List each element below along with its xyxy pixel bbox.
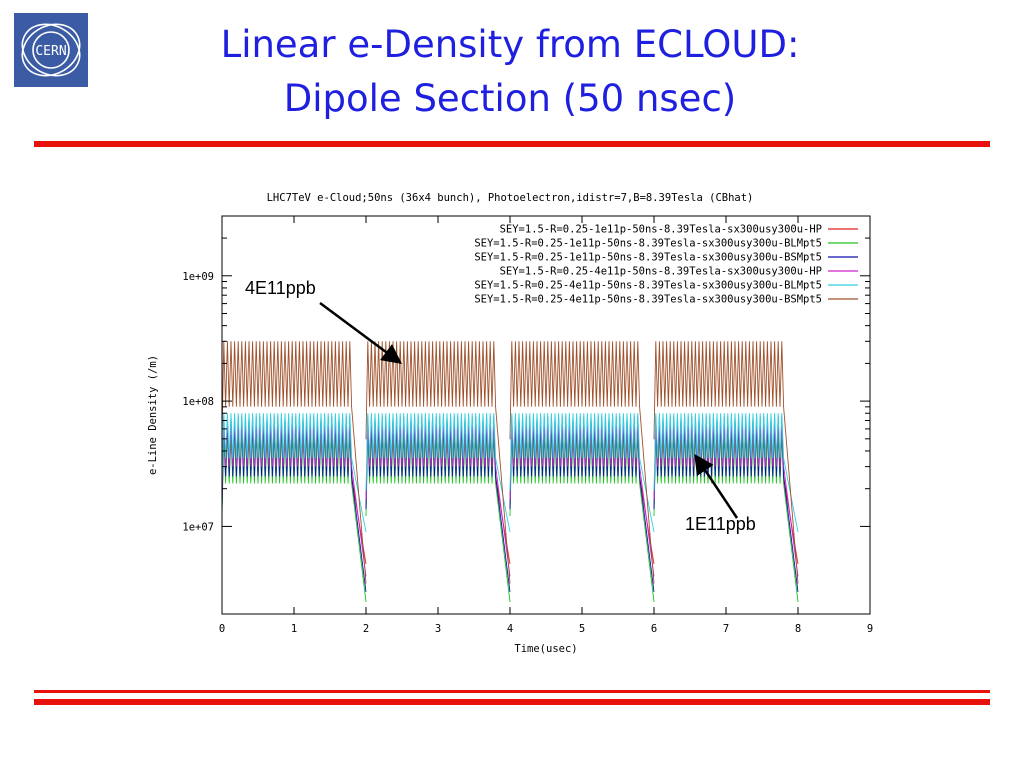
x-tick-label: 0: [219, 623, 225, 635]
x-tick-label: 2: [363, 623, 369, 635]
chart-title: LHC7TeV e-Cloud;50ns (36x4 bunch), Photo…: [267, 192, 754, 204]
slide-title: Linear e-Density from ECLOUD: Dipole Sec…: [100, 18, 920, 126]
x-axis-label: Time(usec): [514, 643, 577, 655]
title-line-2: Dipole Section (50 nsec): [283, 77, 737, 120]
legend-label-2: SEY=1.5-R=0.25-1e11p-50ns-8.39Tesla-sx30…: [474, 238, 822, 250]
legend: SEY=1.5-R=0.25-1e11p-50ns-8.39Tesla-sx30…: [474, 224, 858, 306]
title-line-1: Linear e-Density from ECLOUD:: [220, 23, 800, 66]
x-tick-label: 8: [795, 623, 801, 635]
x-tick-label: 3: [435, 623, 441, 635]
y-axis-label: e-Line Density (/m): [147, 355, 159, 475]
x-tick-label: 6: [651, 623, 657, 635]
y-tick-label: 1e+09: [182, 271, 214, 283]
legend-label-6: SEY=1.5-R=0.25-4e11p-50ns-8.39Tesla-sx30…: [474, 294, 822, 306]
series-layer: [221, 341, 799, 602]
series-line-2: [221, 433, 799, 602]
x-tick-label: 4: [507, 623, 513, 635]
plot-frame: [221, 215, 871, 615]
chart-svg: LHC7TeV e-Cloud;50ns (36x4 bunch), Photo…: [147, 192, 873, 655]
legend-label-5: SEY=1.5-R=0.25-4e11p-50ns-8.39Tesla-sx30…: [474, 280, 822, 292]
legend-label-4: SEY=1.5-R=0.25-4e11p-50ns-8.39Tesla-sx30…: [500, 266, 822, 278]
tick-layer: 0 1 2 3 4 5 6 7 8 9 1e+07 1e+08 1e+09: [182, 216, 873, 635]
annotation-4e11ppb: 4E11ppb: [245, 278, 316, 298]
y-tick-label: 1e+07: [182, 521, 214, 533]
bottom-divider-1: [34, 690, 990, 693]
top-divider: [34, 141, 990, 147]
x-tick-label: 1: [291, 623, 297, 635]
chart: LHC7TeV e-Cloud;50ns (36x4 bunch), Photo…: [140, 182, 880, 662]
series-line-6: [221, 341, 799, 584]
legend-label-1: SEY=1.5-R=0.25-1e11p-50ns-8.39Tesla-sx30…: [500, 224, 822, 236]
series-line-5: [221, 413, 799, 533]
bottom-divider-2: [34, 699, 990, 705]
cern-logo: CERN: [14, 13, 88, 87]
x-tick-label: 7: [723, 623, 729, 635]
x-tick-label: 9: [867, 623, 873, 635]
arrow-1e11ppb: [694, 453, 739, 519]
legend-label-3: SEY=1.5-R=0.25-1e11p-50ns-8.39Tesla-sx30…: [474, 252, 822, 264]
logo-text: CERN: [35, 44, 66, 59]
y-tick-label: 1e+08: [182, 396, 214, 408]
arrow-4e11ppb: [319, 301, 403, 364]
x-tick-label: 5: [579, 623, 585, 635]
annotation-1e11ppb: 1E11ppb: [685, 514, 756, 534]
